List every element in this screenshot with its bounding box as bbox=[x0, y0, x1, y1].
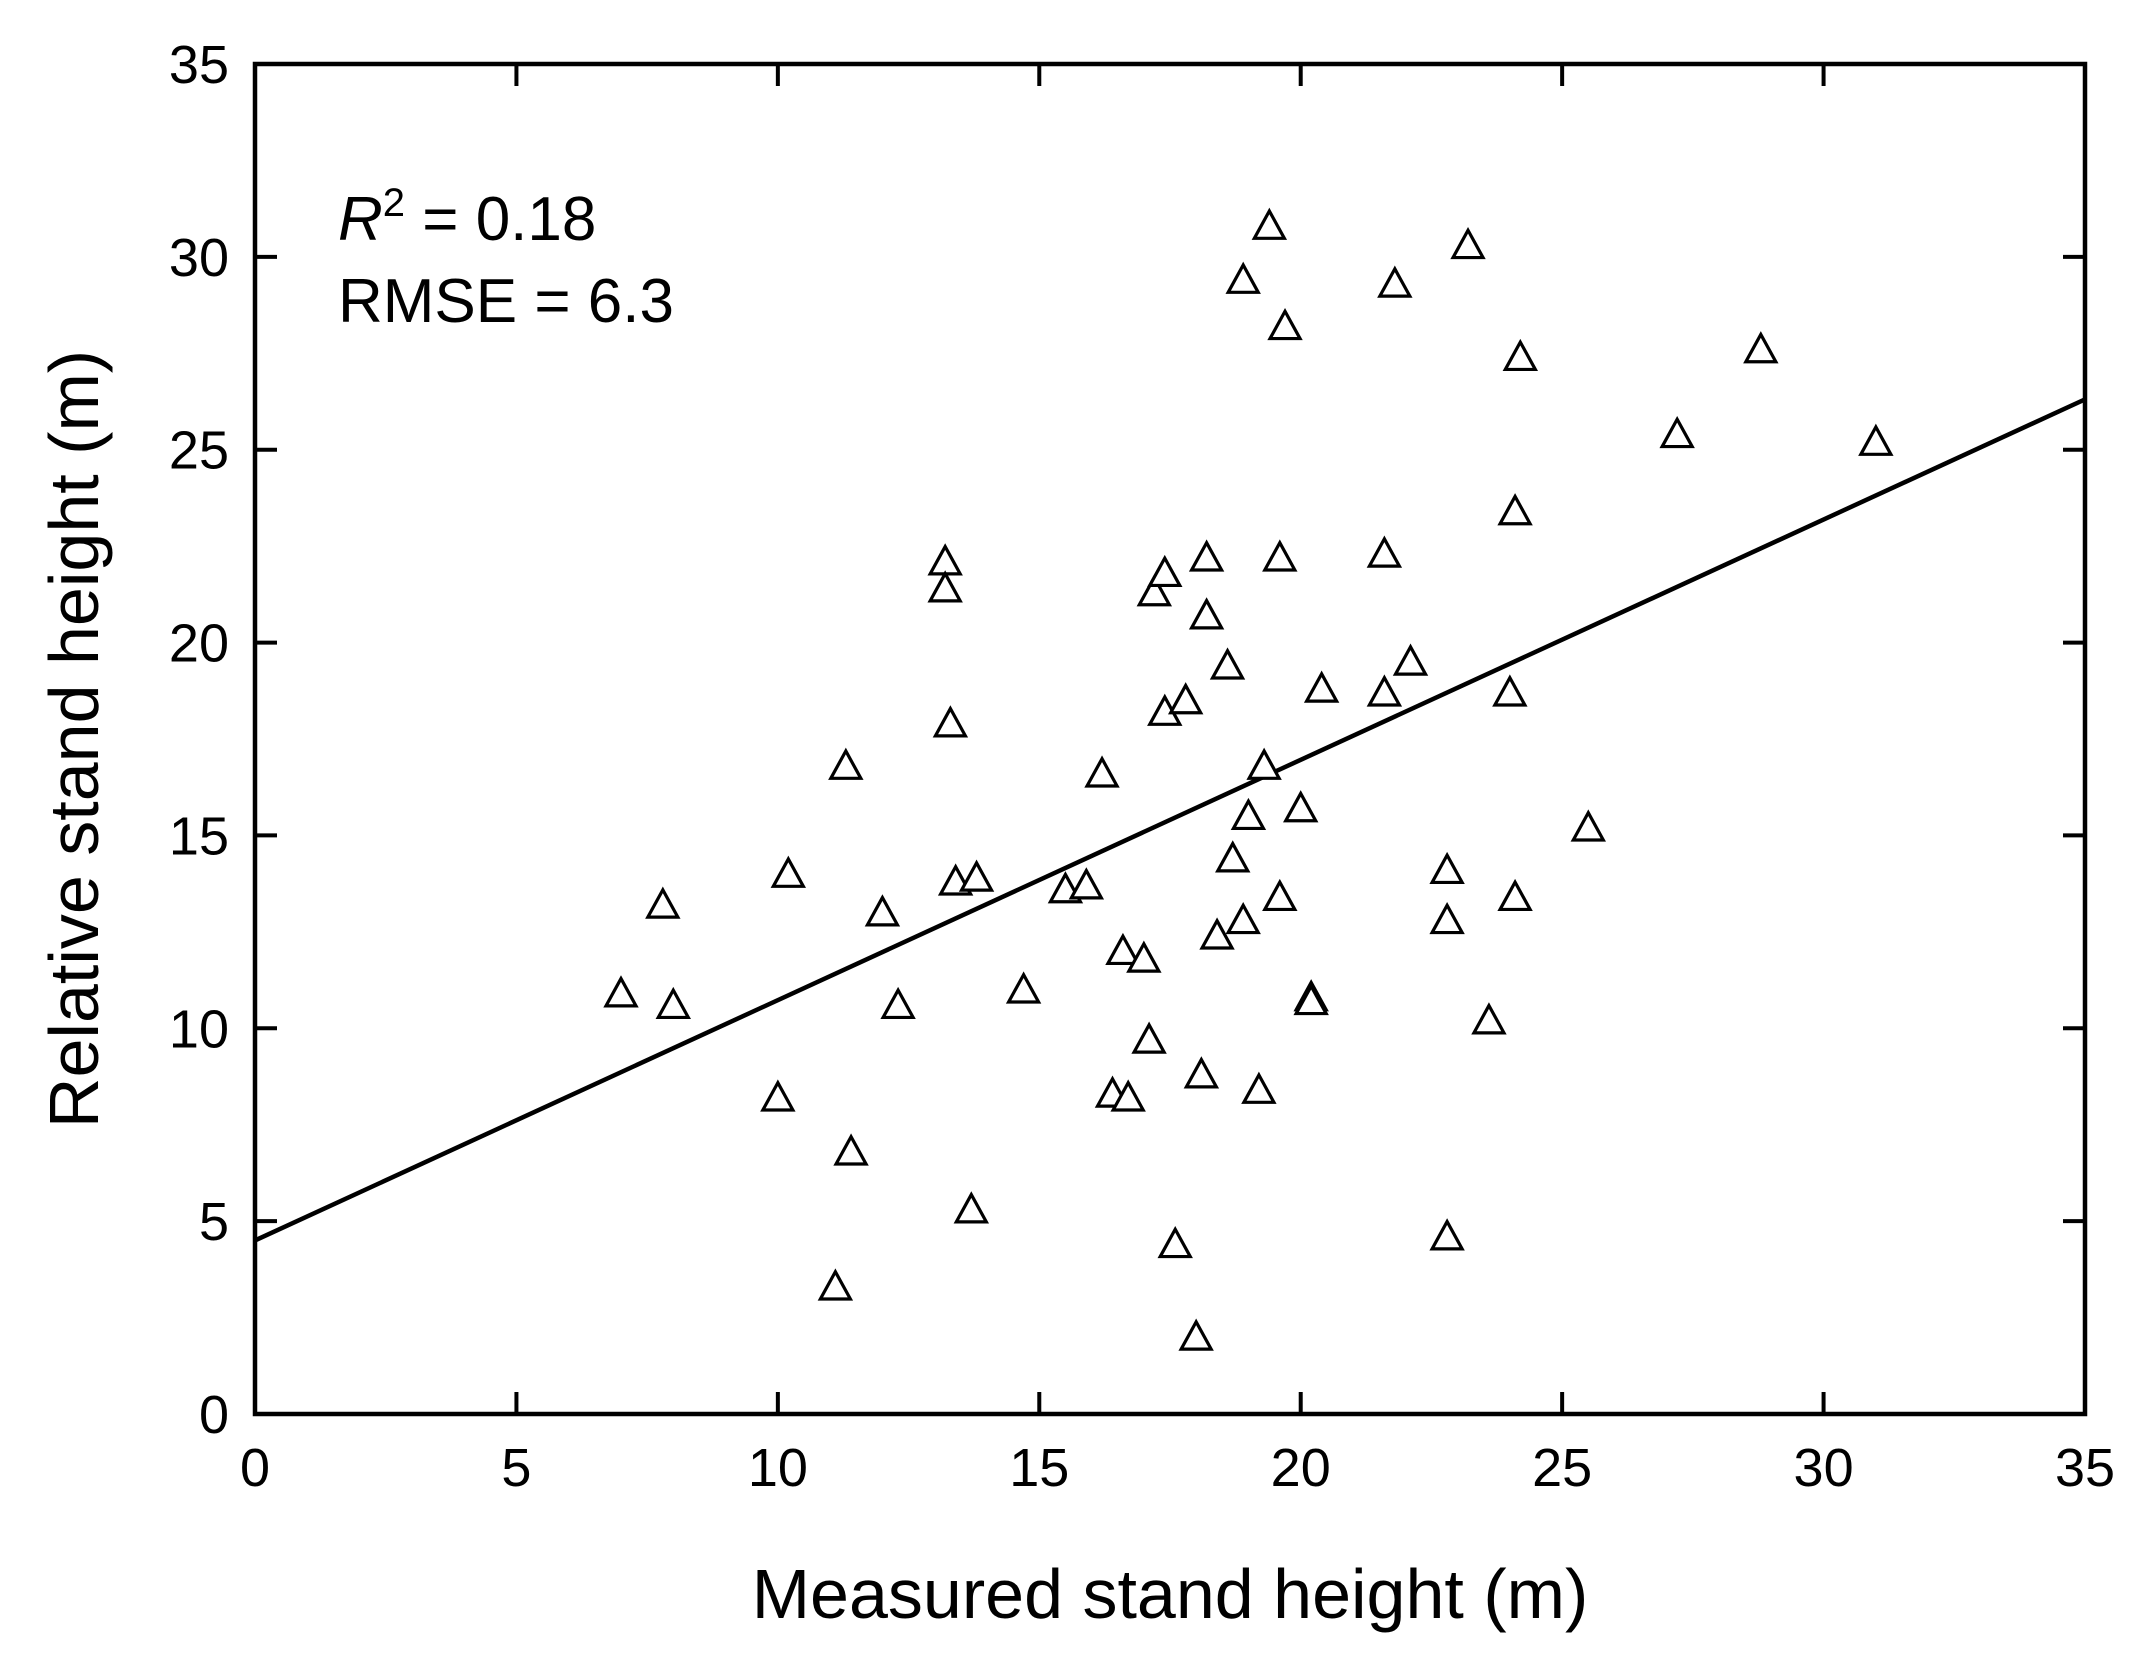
data-point bbox=[1136, 574, 1173, 607]
regression-line bbox=[254, 397, 2086, 1243]
data-points bbox=[603, 207, 1894, 1351]
data-point bbox=[1502, 338, 1539, 372]
data-point bbox=[1084, 755, 1120, 788]
x-axis-label: Measured stand height (m) bbox=[752, 1555, 1589, 1633]
r2-symbol: R bbox=[338, 185, 383, 254]
plot-frame bbox=[252, 61, 2088, 1417]
data-point bbox=[603, 975, 639, 1008]
data-point bbox=[760, 1079, 796, 1112]
axis-tick-labels: 0 5 10 15 20 25 30 35 0 5 10 15 20 25 30 35 bbox=[169, 35, 2115, 1498]
data-point bbox=[817, 1268, 854, 1301]
data-point bbox=[1246, 747, 1282, 780]
data-point bbox=[1659, 415, 1695, 449]
data-point bbox=[1366, 535, 1403, 568]
y-tick-label: 0 bbox=[199, 1385, 229, 1445]
y-axis-label: Relative stand height (m) bbox=[35, 350, 113, 1128]
data-point bbox=[1068, 867, 1105, 900]
data-point bbox=[1366, 674, 1403, 707]
y-tick-label: 15 bbox=[169, 806, 229, 866]
x-tick-label: 20 bbox=[1271, 1438, 1331, 1498]
data-point bbox=[1450, 226, 1486, 260]
r2-annotation: R2 = 0.18 bbox=[338, 181, 596, 254]
data-point bbox=[1147, 554, 1183, 588]
data-point bbox=[880, 986, 916, 1020]
data-point bbox=[1471, 1002, 1507, 1035]
y-tick-label: 5 bbox=[199, 1192, 229, 1252]
r2-value: = 0.18 bbox=[405, 185, 596, 254]
data-point bbox=[1293, 982, 1329, 1016]
data-point bbox=[1188, 539, 1225, 572]
data-point bbox=[1743, 331, 1779, 364]
y-tick-label: 35 bbox=[169, 35, 229, 95]
data-point bbox=[958, 859, 995, 892]
data-point bbox=[1178, 1318, 1214, 1351]
data-point bbox=[1167, 682, 1204, 715]
data-point bbox=[1225, 901, 1261, 935]
x-tick-label: 35 bbox=[2055, 1438, 2115, 1498]
data-point bbox=[1429, 901, 1465, 935]
y-tick-label: 20 bbox=[169, 614, 229, 674]
data-point bbox=[1209, 647, 1246, 680]
data-point bbox=[864, 894, 901, 927]
data-point bbox=[1377, 265, 1413, 298]
y-tick-label: 10 bbox=[169, 999, 229, 1059]
data-point bbox=[1131, 1021, 1167, 1054]
data-point bbox=[927, 543, 963, 576]
data-point bbox=[1230, 797, 1267, 831]
data-point bbox=[1858, 423, 1894, 456]
data-point bbox=[1303, 670, 1340, 703]
data-point bbox=[1262, 539, 1298, 572]
rmse-annotation: RMSE = 6.3 bbox=[338, 267, 674, 336]
data-point bbox=[1126, 940, 1162, 973]
data-point bbox=[1497, 493, 1533, 526]
data-point bbox=[1110, 1079, 1146, 1112]
data-point bbox=[1429, 851, 1465, 885]
data-point bbox=[953, 1191, 990, 1224]
x-tick-label: 5 bbox=[501, 1438, 531, 1498]
data-point bbox=[1105, 932, 1141, 966]
data-point bbox=[1570, 809, 1606, 842]
x-tick-label: 0 bbox=[240, 1438, 270, 1498]
data-point bbox=[1429, 1218, 1465, 1251]
y-tick-label: 25 bbox=[169, 421, 229, 481]
data-point bbox=[655, 986, 691, 1020]
data-point bbox=[1183, 1056, 1220, 1089]
data-point bbox=[1005, 971, 1042, 1004]
data-point bbox=[1225, 261, 1261, 294]
data-point bbox=[1241, 1071, 1277, 1104]
x-tick-label: 10 bbox=[748, 1438, 808, 1498]
data-point bbox=[932, 705, 969, 738]
data-point bbox=[1267, 307, 1303, 341]
data-point bbox=[1492, 674, 1528, 707]
data-point bbox=[1262, 878, 1298, 912]
data-point bbox=[927, 570, 963, 603]
x-tick-label: 30 bbox=[1794, 1438, 1854, 1498]
x-tick-label: 25 bbox=[1532, 1438, 1592, 1498]
data-point bbox=[828, 747, 864, 780]
y-tick-label: 30 bbox=[169, 228, 229, 288]
data-point bbox=[1157, 1225, 1193, 1259]
data-point bbox=[1188, 597, 1225, 630]
data-point bbox=[833, 1133, 869, 1166]
data-point bbox=[645, 886, 681, 919]
data-point bbox=[1215, 840, 1251, 873]
data-point bbox=[770, 855, 807, 888]
data-point bbox=[1392, 643, 1429, 676]
data-point bbox=[1283, 790, 1319, 823]
data-point bbox=[1199, 917, 1235, 950]
data-point bbox=[1251, 207, 1288, 240]
r2-exponent: 2 bbox=[383, 181, 405, 225]
x-tick-label: 15 bbox=[1009, 1438, 1069, 1498]
data-point bbox=[1497, 878, 1533, 912]
